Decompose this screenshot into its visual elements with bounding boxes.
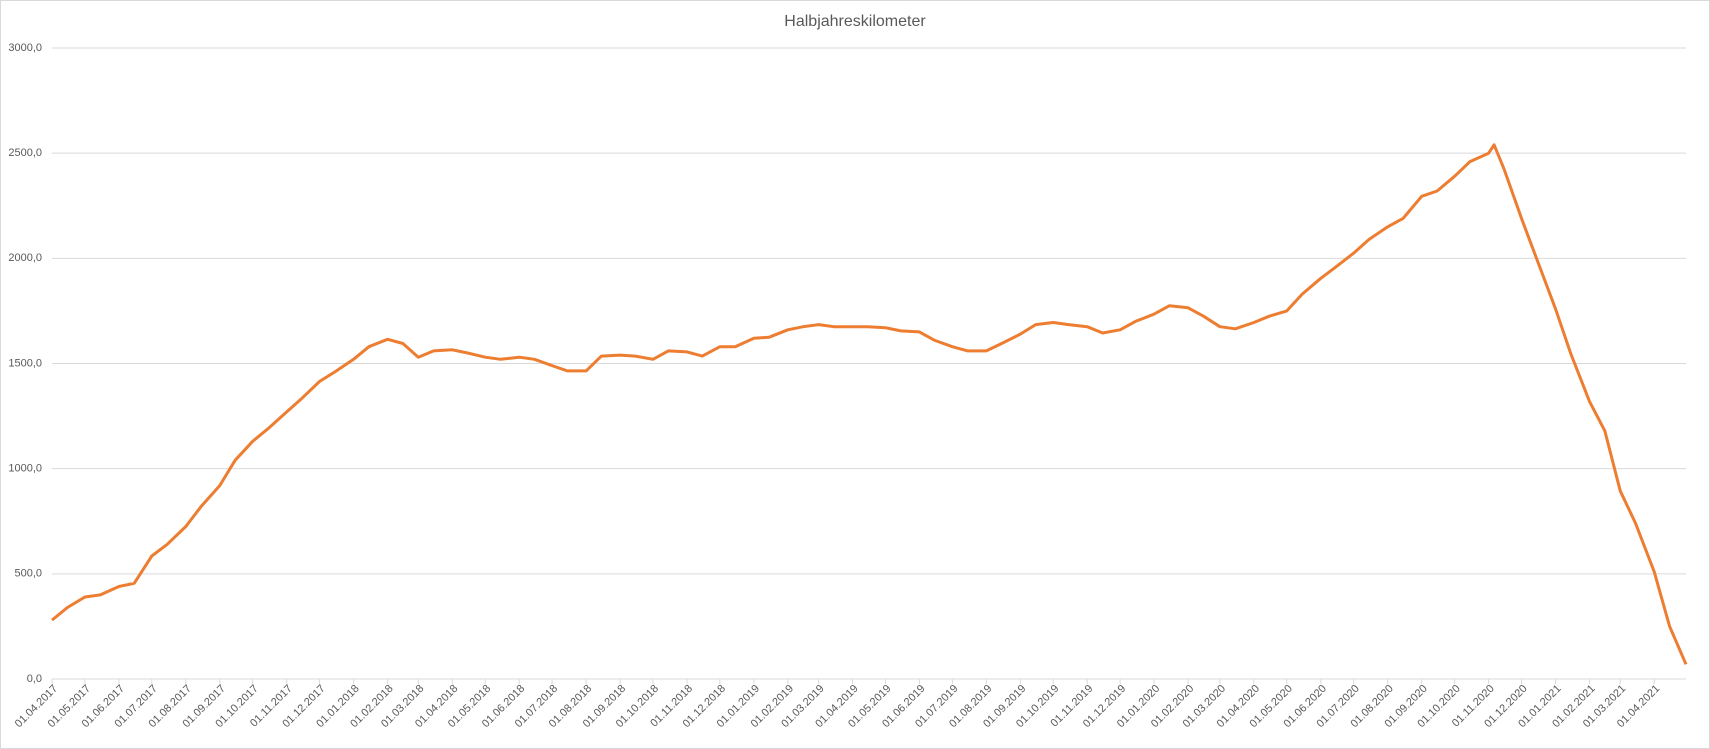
- y-tick-label: 0,0: [27, 673, 42, 685]
- y-tick-label: 2500,0: [8, 147, 42, 159]
- data-line: [51, 143, 1688, 665]
- y-tick-label: 1500,0: [8, 357, 42, 369]
- y-tick-label: 2000,0: [8, 252, 42, 264]
- y-tick-label: 3000,0: [8, 42, 42, 54]
- y-tick-label: 500,0: [14, 568, 42, 580]
- y-tick-label: 1000,0: [8, 463, 42, 475]
- chart-title: Halbjahreskilometer: [784, 13, 926, 30]
